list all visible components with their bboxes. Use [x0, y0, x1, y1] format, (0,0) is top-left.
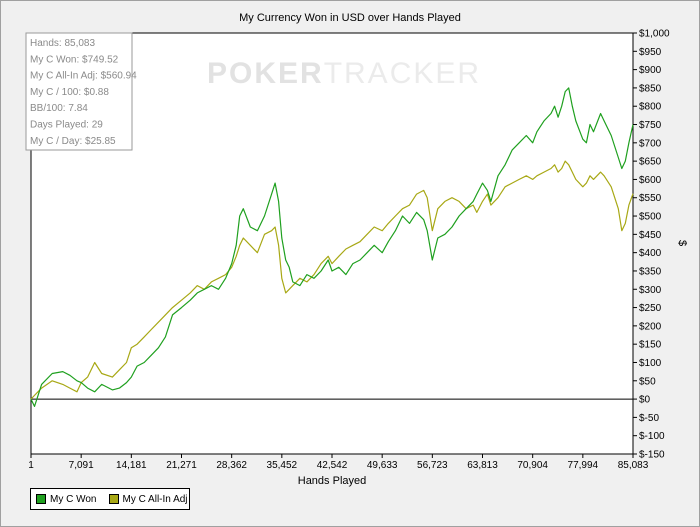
y-tick-label: $550 — [639, 193, 662, 204]
x-tick-label: 21,271 — [166, 460, 197, 471]
x-tick-label: 1 — [28, 460, 34, 471]
legend-label-allin: My C All-In Adj — [122, 493, 188, 505]
y-tick-label: $650 — [639, 157, 662, 168]
y-tick-label: $150 — [639, 340, 662, 351]
x-tick-label: 63,813 — [467, 460, 498, 471]
y-tick-label: $50 — [639, 376, 656, 387]
x-tick-label: 77,994 — [568, 460, 599, 471]
watermark-poker: POKER — [207, 57, 324, 90]
legend-swatch-allin — [108, 494, 119, 504]
x-tick-label: 7,091 — [69, 460, 94, 471]
series-line-my-c-all-in-adj — [30, 160, 634, 400]
series-line-my-c-won — [30, 87, 634, 407]
y-tick-label: $-150 — [639, 450, 665, 461]
y-tick-label: $-50 — [639, 413, 659, 424]
y-tick-label: $750 — [639, 120, 662, 131]
y-tick-label: $700 — [639, 138, 662, 149]
x-tick-label: 56,723 — [417, 460, 448, 471]
y-tick-label: $600 — [639, 175, 662, 186]
y-tick-label: $950 — [639, 47, 662, 58]
stats-line: Hands: 85,083 — [30, 38, 95, 49]
y-tick-label: $200 — [639, 321, 662, 332]
stats-line: BB/100: 7.84 — [30, 103, 88, 114]
watermark: POKERTRACKER — [207, 57, 481, 90]
y-tick-label: $300 — [639, 285, 662, 296]
y-tick-label: $400 — [639, 248, 662, 259]
stats-line: My C Won: $749.52 — [30, 54, 119, 65]
stats-line: Days Played: 29 — [30, 120, 103, 131]
x-tick-label: 42,542 — [317, 460, 348, 471]
y-tick-label: $350 — [639, 266, 662, 277]
stats-line: My C / Day: $25.85 — [30, 136, 116, 147]
y-tick-label: $850 — [639, 83, 662, 94]
series-lines — [30, 87, 634, 407]
y-axis: $-150 $-100 $-50 $0 $50 $100 $150 $200 $250 $300 $… — [633, 29, 670, 461]
x-tick-label: 28,362 — [216, 460, 247, 471]
y-tick-label: $1,000 — [639, 29, 670, 40]
x-tick-label: 70,904 — [517, 460, 548, 471]
x-tick-label: 35,452 — [267, 460, 298, 471]
x-tick-label: 49,633 — [367, 460, 398, 471]
x-tick-label: 85,083 — [618, 460, 649, 471]
y-tick-label: $500 — [639, 212, 662, 223]
y-axis-title: $ — [676, 240, 688, 246]
stats-line: My C / 100: $0.88 — [30, 87, 109, 98]
legend-swatch-won — [36, 494, 46, 504]
stats-line: My C All-In Adj: $560.94 — [30, 71, 137, 82]
legend-entry-won: My C Won — [36, 494, 97, 505]
y-tick-label: $-100 — [639, 431, 665, 442]
x-tick-label: 14,181 — [116, 460, 147, 471]
legend: My C Won My C All-In Adj — [30, 488, 190, 510]
watermark-tracker: TRACKER — [324, 57, 481, 90]
legend-label-won: My C Won — [50, 493, 97, 505]
y-tick-label: $800 — [639, 102, 662, 113]
stats-box: Hands: 85,083 My C Won: $749.52 My C All-I… — [25, 32, 137, 151]
chart-title: My Currency Won in USD over Hands Played — [239, 12, 461, 24]
y-tick-label: $450 — [639, 230, 662, 241]
y-tick-label: $100 — [639, 358, 662, 369]
y-tick-label: $900 — [639, 65, 662, 76]
y-tick-label: $250 — [639, 303, 662, 314]
legend-entry-allin: My C All-In Adj — [108, 493, 188, 505]
y-tick-label: $0 — [639, 395, 651, 406]
x-axis: 1 7,091 14,181 21,271 28,362 35,452 42,542 49,6… — [28, 454, 649, 471]
x-axis-title: Hands Played — [298, 475, 367, 487]
svg-text:POKERTRACKER: POKERTRACKER — [207, 57, 481, 90]
